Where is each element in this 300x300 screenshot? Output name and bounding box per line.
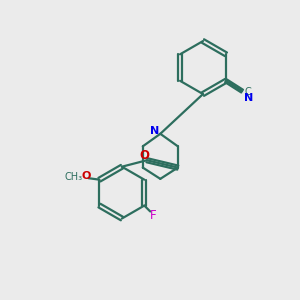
Text: N: N	[244, 93, 254, 103]
Text: O: O	[82, 171, 91, 181]
Text: F: F	[149, 209, 156, 222]
Text: O: O	[139, 149, 149, 162]
Text: CH₃: CH₃	[65, 172, 83, 182]
Text: N: N	[150, 126, 160, 136]
Text: C: C	[244, 87, 251, 97]
